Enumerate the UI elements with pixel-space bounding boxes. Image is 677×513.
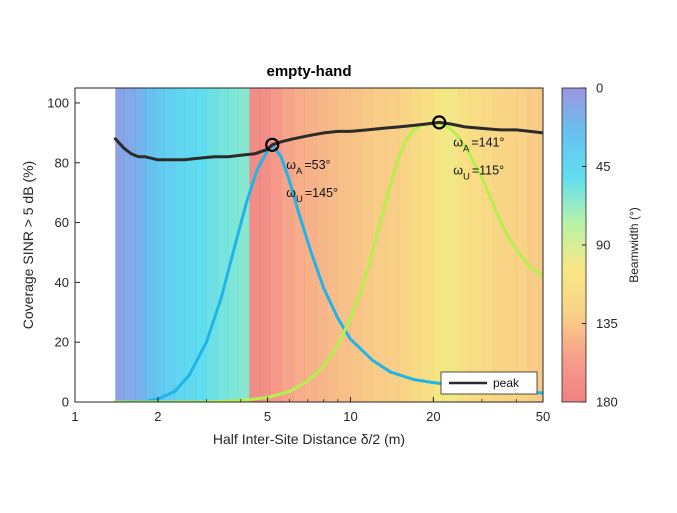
plot-frame xyxy=(74,87,544,403)
axis-layer: 1 2 5 10 20 50 0 20 40 60 80 100 xyxy=(47,95,550,424)
beamwidth-strip xyxy=(398,88,411,402)
beamwidth-strip xyxy=(410,88,422,402)
beamwidth-strip xyxy=(527,88,539,402)
beamwidth-strip xyxy=(444,88,459,402)
beamwidth-strip xyxy=(538,88,543,402)
beamwidth-strip xyxy=(493,88,506,402)
annotation-label: ωU =115° xyxy=(453,163,504,182)
beamwidth-strip xyxy=(145,88,156,402)
x-tick-label: 20 xyxy=(426,409,440,424)
y-tick-label: 20 xyxy=(55,335,69,350)
y-tick-label: 80 xyxy=(55,155,69,170)
y-tick-label: 60 xyxy=(55,215,69,230)
beamwidth-strip xyxy=(457,88,470,402)
beamwidth-strip xyxy=(361,88,373,402)
beamwidth-strip xyxy=(237,88,251,402)
beamwidth-strip xyxy=(154,88,165,402)
beamwidth-strip xyxy=(196,88,208,402)
y-tick-label: 40 xyxy=(55,275,69,290)
colorbar-tick-label: 90 xyxy=(596,238,610,253)
x-tick-label: 2 xyxy=(154,409,161,424)
beamwidth-strip xyxy=(174,88,186,402)
colorbar-title: Beamwidth (°) xyxy=(627,207,641,283)
beamwidth-strip xyxy=(516,88,529,402)
annotation-label: ωA =141° xyxy=(453,135,504,154)
colorbar-tick-label: 0 xyxy=(596,81,603,96)
colorbar-tick-label: 135 xyxy=(596,316,618,331)
colorbar: 0 45 90 135 180 Beamwidth (°) xyxy=(561,81,641,410)
beamwidth-strip xyxy=(372,88,387,402)
series-layer xyxy=(113,120,543,402)
marker-layer xyxy=(265,115,447,152)
annotation-label: ωU =145° xyxy=(286,186,338,205)
beamwidth-strip xyxy=(505,88,517,402)
series-line-0 xyxy=(113,120,543,162)
legend-label-peak: peak xyxy=(493,376,520,390)
legend: peak xyxy=(440,371,538,395)
legend-box xyxy=(440,371,538,395)
annotation-label: ωA =53° xyxy=(286,158,330,177)
beamwidth-strip xyxy=(293,88,305,402)
beamwidth-strip xyxy=(420,88,434,402)
beamwidth-strip xyxy=(206,88,219,402)
beamwidth-strip xyxy=(337,88,352,402)
beamwidth-strip xyxy=(350,88,363,402)
beamwidth-strip xyxy=(469,88,483,402)
series-line-2 xyxy=(113,122,543,402)
beamwidth-strip xyxy=(433,88,446,402)
beamwidth-strip xyxy=(217,88,229,402)
beamwidth-strip xyxy=(163,88,176,402)
beamwidth-strip xyxy=(249,88,261,402)
beamwidth-strip xyxy=(260,88,271,402)
x-tick-label: 50 xyxy=(536,409,550,424)
beamwidth-strip xyxy=(123,88,136,402)
y-tick-label: 100 xyxy=(47,95,69,110)
beamwidth-strip xyxy=(326,88,339,402)
y-tick-label: 0 xyxy=(62,395,69,410)
beamwidth-strip xyxy=(386,88,400,402)
beamwidth-strip xyxy=(269,88,282,402)
peak-marker xyxy=(265,137,280,152)
beamwidth-strip xyxy=(281,88,294,402)
x-tick-label: 10 xyxy=(343,409,357,424)
peak-marker xyxy=(432,115,447,130)
beamwidth-strip xyxy=(134,88,146,402)
beamwidth-strip xyxy=(304,88,317,402)
colorbar-ticks: 0 45 90 135 180 xyxy=(582,81,618,410)
beamwidth-strip xyxy=(228,88,239,402)
beamwidth-strip xyxy=(115,88,125,402)
x-axis-title: Half Inter-Site Distance δ/2 (m) xyxy=(213,431,405,447)
y-axis-title: Coverage SINR > 5 dB (%) xyxy=(20,161,36,329)
colorbar-tick-label: 180 xyxy=(596,395,618,410)
beamwidth-strip xyxy=(481,88,494,402)
beamwidth-strip xyxy=(316,88,328,402)
x-tick-label: 1 xyxy=(71,409,78,424)
chart-title: empty-hand xyxy=(266,63,351,80)
series-line-1 xyxy=(113,143,543,402)
beamwidth-strip xyxy=(184,88,197,402)
x-tick-label: 5 xyxy=(264,409,271,424)
annotation-layer: ωA =53° ωU =145° ωA =141° ωU =115° xyxy=(286,135,504,204)
colorbar-tick-label: 45 xyxy=(596,159,610,174)
